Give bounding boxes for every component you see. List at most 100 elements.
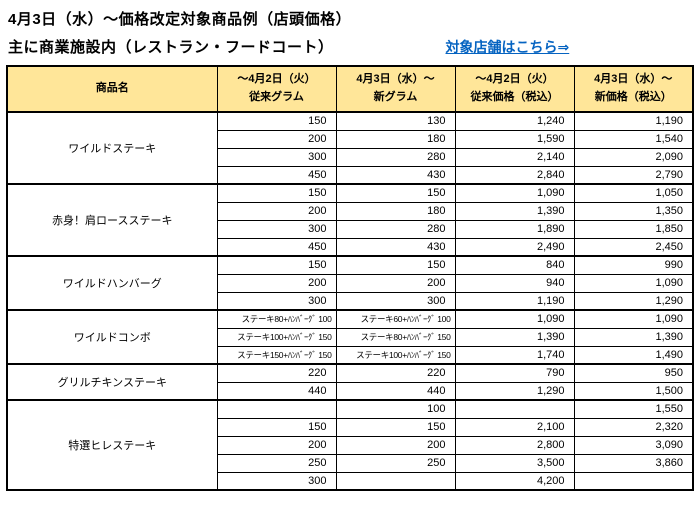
new-price-cell: 1,390: [573, 327, 694, 347]
new-gram-cell: 280: [335, 219, 456, 239]
table-row: 450 430 2,840 2,790: [7, 165, 694, 185]
table-row: ワイルドハンバーグ 150 150 840 990: [6, 255, 694, 311]
table-row: 200 180 1,390 1,350: [7, 201, 694, 221]
new-price-cell: 3,860: [573, 453, 694, 473]
column-header-line1: 〜4月2日（火）: [237, 73, 316, 86]
column-header-line1: 商品名: [95, 82, 129, 95]
column-header-line2: 新グラム: [373, 91, 418, 103]
old-gram-cell: 300: [216, 219, 337, 239]
old-price-cell: 1,390: [454, 201, 575, 221]
new-gram-cell: 130: [335, 111, 456, 131]
old-gram-cell: 450: [216, 165, 337, 185]
new-gram-cell: 300: [335, 291, 456, 311]
new-price-cell: 1,550: [573, 399, 694, 419]
new-gram-cell: 200: [335, 435, 456, 455]
old-gram-cell: 200: [216, 129, 337, 149]
new-gram-cell: 150: [335, 417, 456, 437]
new-price-cell: 1,090: [573, 309, 694, 329]
old-price-cell: 1,090: [454, 309, 575, 329]
old-price-cell: 2,490: [454, 237, 575, 257]
old-price-cell: 3,500: [454, 453, 575, 473]
column-header-line1: 〜4月2日（火）: [475, 73, 554, 86]
table-row: 300 280 1,890 1,850: [7, 219, 694, 239]
column-header-4: 4月3日（水）〜 新価格（税込）: [573, 65, 694, 113]
table-row: 赤身！肩ロースステーキ 150 150 1,090 1,050: [6, 183, 694, 257]
new-gram-cell: 280: [335, 147, 456, 167]
old-gram-cell: 300: [216, 471, 337, 491]
product-name-cell: グリルチキンステーキ: [6, 363, 218, 401]
new-price-cell: 1,500: [573, 381, 694, 401]
new-price-cell: 1,490: [573, 345, 694, 365]
new-price-cell: 1,290: [573, 291, 694, 311]
old-gram-cell: 440: [216, 381, 337, 401]
old-gram-cell: ステーキ150+ﾊﾝﾊﾞｰｸﾞ 150: [216, 345, 337, 365]
column-header-line1: 4月3日（水）〜: [356, 73, 435, 86]
page-title: 4月3日（水）〜価格改定対象商品例（店頭価格）: [8, 11, 352, 28]
old-price-cell: 2,100: [454, 417, 575, 437]
subtitle-row: 主に商業施設内（レストラン・フードコート） 対象店舗はこちら⇒: [8, 36, 692, 57]
table-row: 200 200 940 1,090: [7, 273, 694, 293]
column-header-3: 〜4月2日（火） 従来価格（税込）: [454, 65, 575, 113]
table-row: 250 250 3,500 3,860: [7, 453, 694, 473]
table-row: グリルチキンステーキ 220 220 790 950: [6, 363, 694, 401]
new-gram-cell: 250: [335, 453, 456, 473]
old-gram-cell: 300: [216, 147, 337, 167]
target-stores-link[interactable]: 対象店舗はこちら⇒: [445, 39, 570, 55]
old-gram-cell: 200: [216, 201, 337, 221]
old-gram-cell: 250: [216, 453, 337, 473]
table-row: 300 4,200: [7, 471, 694, 491]
table-row: 特選ヒレステーキ 100 1,550: [6, 399, 694, 491]
new-price-cell: 1,050: [573, 183, 694, 203]
old-price-cell: 790: [454, 363, 575, 383]
column-header-line1: 4月3日（水）〜: [594, 73, 673, 86]
header-row: 商品名 〜4月2日（火） 従来グラム 4月3日（水）〜 新グラム 〜4月2日（火） 従来価格…: [6, 65, 694, 113]
column-header-0: 商品名: [6, 65, 218, 113]
new-gram-cell: [335, 471, 456, 491]
new-gram-cell: 180: [335, 201, 456, 221]
new-price-cell: 1,190: [573, 111, 694, 131]
new-price-cell: 2,320: [573, 417, 694, 437]
new-price-cell: 2,790: [573, 165, 694, 185]
product-name-cell: ワイルドコンボ: [6, 309, 218, 365]
old-gram-cell: [216, 399, 337, 419]
old-price-cell: [454, 399, 575, 419]
old-gram-cell: 200: [216, 435, 337, 455]
old-gram-cell: 150: [216, 417, 337, 437]
product-name-cell: ワイルドハンバーグ: [6, 255, 218, 311]
new-gram-cell: ステーキ60+ﾊﾝﾊﾞｰｸﾞ 100: [335, 309, 456, 329]
new-price-cell: 2,450: [573, 237, 694, 257]
column-header-line2: 従来価格（税込）: [470, 91, 559, 103]
new-gram-cell: 440: [335, 381, 456, 401]
old-gram-cell: 200: [216, 273, 337, 293]
old-price-cell: 1,890: [454, 219, 575, 239]
column-header-2: 4月3日（水）〜 新グラム: [335, 65, 456, 113]
new-gram-cell: ステーキ100+ﾊﾝﾊﾞｰｸﾞ 150: [335, 345, 456, 365]
old-gram-cell: 450: [216, 237, 337, 257]
old-gram-cell: 300: [216, 291, 337, 311]
product-name-cell: 特選ヒレステーキ: [6, 399, 218, 491]
new-price-cell: 1,090: [573, 273, 694, 293]
old-price-cell: 2,800: [454, 435, 575, 455]
new-gram-cell: 150: [335, 183, 456, 203]
new-gram-cell: 220: [335, 363, 456, 383]
old-price-cell: 1,090: [454, 183, 575, 203]
new-price-cell: 2,090: [573, 147, 694, 167]
old-price-cell: 940: [454, 273, 575, 293]
new-price-cell: [573, 471, 694, 491]
new-gram-cell: 100: [335, 399, 456, 419]
new-price-cell: 990: [573, 255, 694, 275]
new-gram-cell: 430: [335, 165, 456, 185]
table-row: 450 430 2,490 2,450: [7, 237, 694, 257]
column-header-1: 〜4月2日（火） 従来グラム: [216, 65, 337, 113]
old-price-cell: 1,740: [454, 345, 575, 365]
new-gram-cell: 180: [335, 129, 456, 149]
table-row: 200 200 2,800 3,090: [7, 435, 694, 455]
old-price-cell: 2,840: [454, 165, 575, 185]
new-price-cell: 1,850: [573, 219, 694, 239]
price-table: 商品名 〜4月2日（火） 従来グラム 4月3日（水）〜 新グラム 〜4月2日（火） 従来価格…: [6, 65, 694, 491]
column-header-line2: 新価格（税込）: [594, 91, 672, 103]
old-gram-cell: 150: [216, 183, 337, 203]
new-price-cell: 1,350: [573, 201, 694, 221]
old-price-cell: 1,290: [454, 381, 575, 401]
